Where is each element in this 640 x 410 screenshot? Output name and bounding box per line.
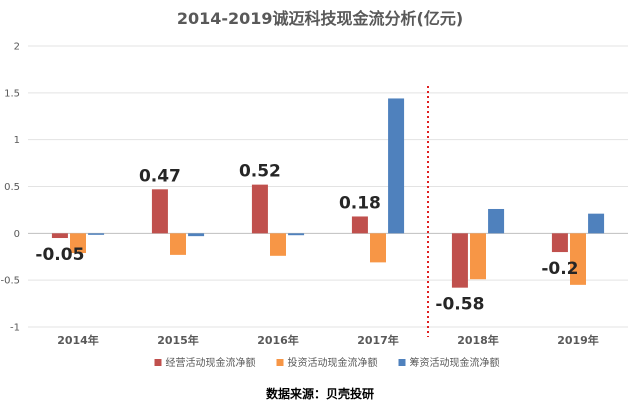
- bar: [388, 98, 405, 234]
- data-label: -0.2: [541, 259, 578, 279]
- x-tick-label: 2016年: [257, 333, 299, 347]
- bar: [51, 233, 68, 239]
- source-note: 数据来源：贝壳投研: [266, 386, 374, 401]
- bar: [251, 184, 268, 234]
- legend-label: 经营活动现金流净额: [166, 356, 256, 369]
- gridlines: [28, 45, 628, 328]
- bar: [170, 233, 186, 255]
- legend-label: 投资活动现金流净额: [288, 356, 378, 369]
- x-tick-label: 2019年: [557, 333, 599, 347]
- bar: [551, 233, 568, 253]
- bar: [451, 233, 468, 288]
- y-tick-label: 2: [14, 42, 20, 53]
- bar: [488, 208, 505, 234]
- data-label: 0.47: [139, 166, 181, 186]
- bar: [370, 233, 386, 263]
- bar: [188, 233, 205, 237]
- data-label: 0.18: [339, 193, 381, 213]
- bar: [570, 233, 586, 285]
- x-tick-label: 2018年: [457, 333, 499, 347]
- bar: [151, 189, 168, 234]
- bar: [588, 213, 605, 234]
- data-label: -0.05: [35, 245, 84, 265]
- x-tick-label: 2017年: [357, 333, 399, 347]
- bars: [51, 98, 605, 288]
- bar: [88, 233, 105, 235]
- legend-label: 筹资活动现金流净额: [410, 356, 500, 369]
- y-tick-label: -0.5: [0, 276, 20, 287]
- x-tick-label: 2014年: [57, 333, 99, 347]
- legend-swatch: [276, 359, 284, 366]
- x-tick-label: 2015年: [157, 333, 199, 347]
- bar: [288, 233, 305, 236]
- data-label: 0.52: [239, 162, 281, 182]
- y-tick-label: 1.5: [4, 88, 20, 99]
- bar: [70, 233, 86, 254]
- legend-swatch: [154, 359, 162, 366]
- y-tick-label: 0: [14, 229, 20, 240]
- data-label: -0.58: [435, 295, 484, 315]
- y-tick-label: -1: [10, 323, 20, 334]
- legend: 经营活动现金流净额 投资活动现金流净额 筹资活动现金流净额: [154, 356, 500, 369]
- bar: [470, 233, 486, 280]
- axes: -1 -0.5 0 0.5 1 1.5 2 2014年 2015年 2016年 2017年 2018年…: [0, 42, 598, 348]
- data-labels: -0.05 0.47 0.52 0.18 -0.58 -0.2: [35, 162, 578, 315]
- y-tick-label: 0.5: [4, 182, 20, 193]
- y-tick-label: 1: [14, 135, 20, 146]
- legend-swatch: [398, 359, 406, 366]
- chart-title: 2014-2019诚迈科技现金流分析(亿元): [177, 9, 463, 28]
- bar: [270, 233, 286, 256]
- bar: [351, 216, 368, 234]
